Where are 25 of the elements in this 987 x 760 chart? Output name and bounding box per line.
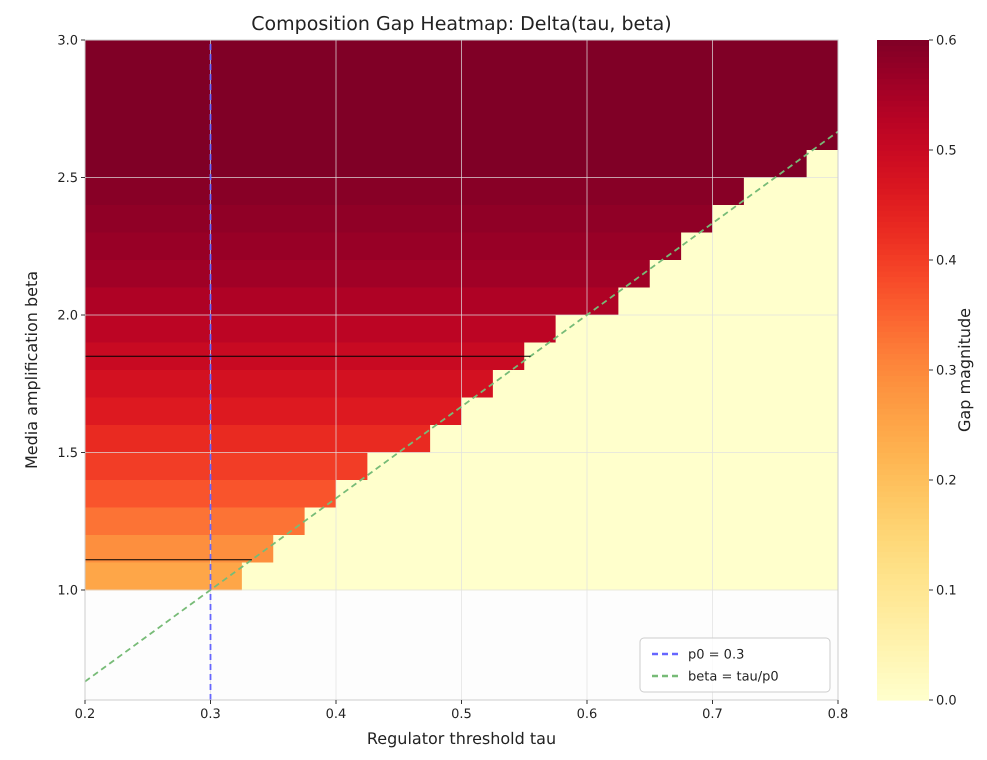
y-tick-label: 3.0 — [57, 34, 78, 49]
x-tick-label: 0.3 — [200, 707, 221, 722]
y-tick-label: 2.0 — [57, 308, 78, 324]
y-tick-label: 1.0 — [57, 584, 78, 599]
x-tick-label: 0.5 — [451, 707, 472, 722]
color-bar-label: 0.3 — [936, 364, 957, 379]
color-bar-title: Gap magnitude — [955, 308, 974, 432]
x-axis-title: Regulator threshold tau — [366, 729, 556, 748]
color-bar-label: 0.6 — [936, 34, 957, 49]
x-tick-label: 0.7 — [702, 707, 723, 722]
color-bar-label: 0.5 — [936, 144, 957, 159]
color-bar-label: 0.4 — [936, 254, 957, 269]
x-tick-label: 0.2 — [74, 707, 96, 722]
chart-title: Composition Gap Heatmap: Delta(tau, beta) — [251, 13, 672, 35]
y-tick-label: 2.5 — [57, 171, 78, 186]
x-tick-label: 0.4 — [326, 707, 346, 722]
y-tick-label: 1.5 — [57, 446, 78, 462]
color-bar-label: 0.1 — [936, 584, 957, 599]
x-tick-label: 0.6 — [576, 707, 598, 722]
color-bar-label: 0.0 — [936, 694, 957, 709]
x-tick-label: 0.8 — [828, 707, 848, 722]
legend-label: beta = tau/p0 — [688, 670, 779, 685]
y-axis-title: Media amplification beta — [22, 270, 41, 470]
legend-label: p0 = 0.3 — [688, 648, 744, 663]
color-bar-label: 0.2 — [936, 474, 957, 489]
